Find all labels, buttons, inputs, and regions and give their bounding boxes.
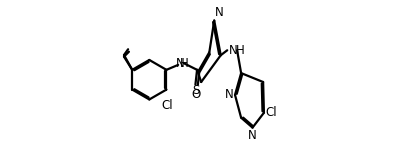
Text: S: S <box>192 84 200 97</box>
Text: N: N <box>215 6 224 19</box>
Text: Cl: Cl <box>162 99 173 112</box>
Text: N: N <box>176 57 184 70</box>
Text: N: N <box>225 88 234 101</box>
Text: H: H <box>236 44 244 57</box>
Text: O: O <box>191 88 201 101</box>
Text: H: H <box>180 57 189 70</box>
Text: N: N <box>248 129 257 142</box>
Text: N: N <box>229 44 238 57</box>
Text: Cl: Cl <box>265 106 277 119</box>
